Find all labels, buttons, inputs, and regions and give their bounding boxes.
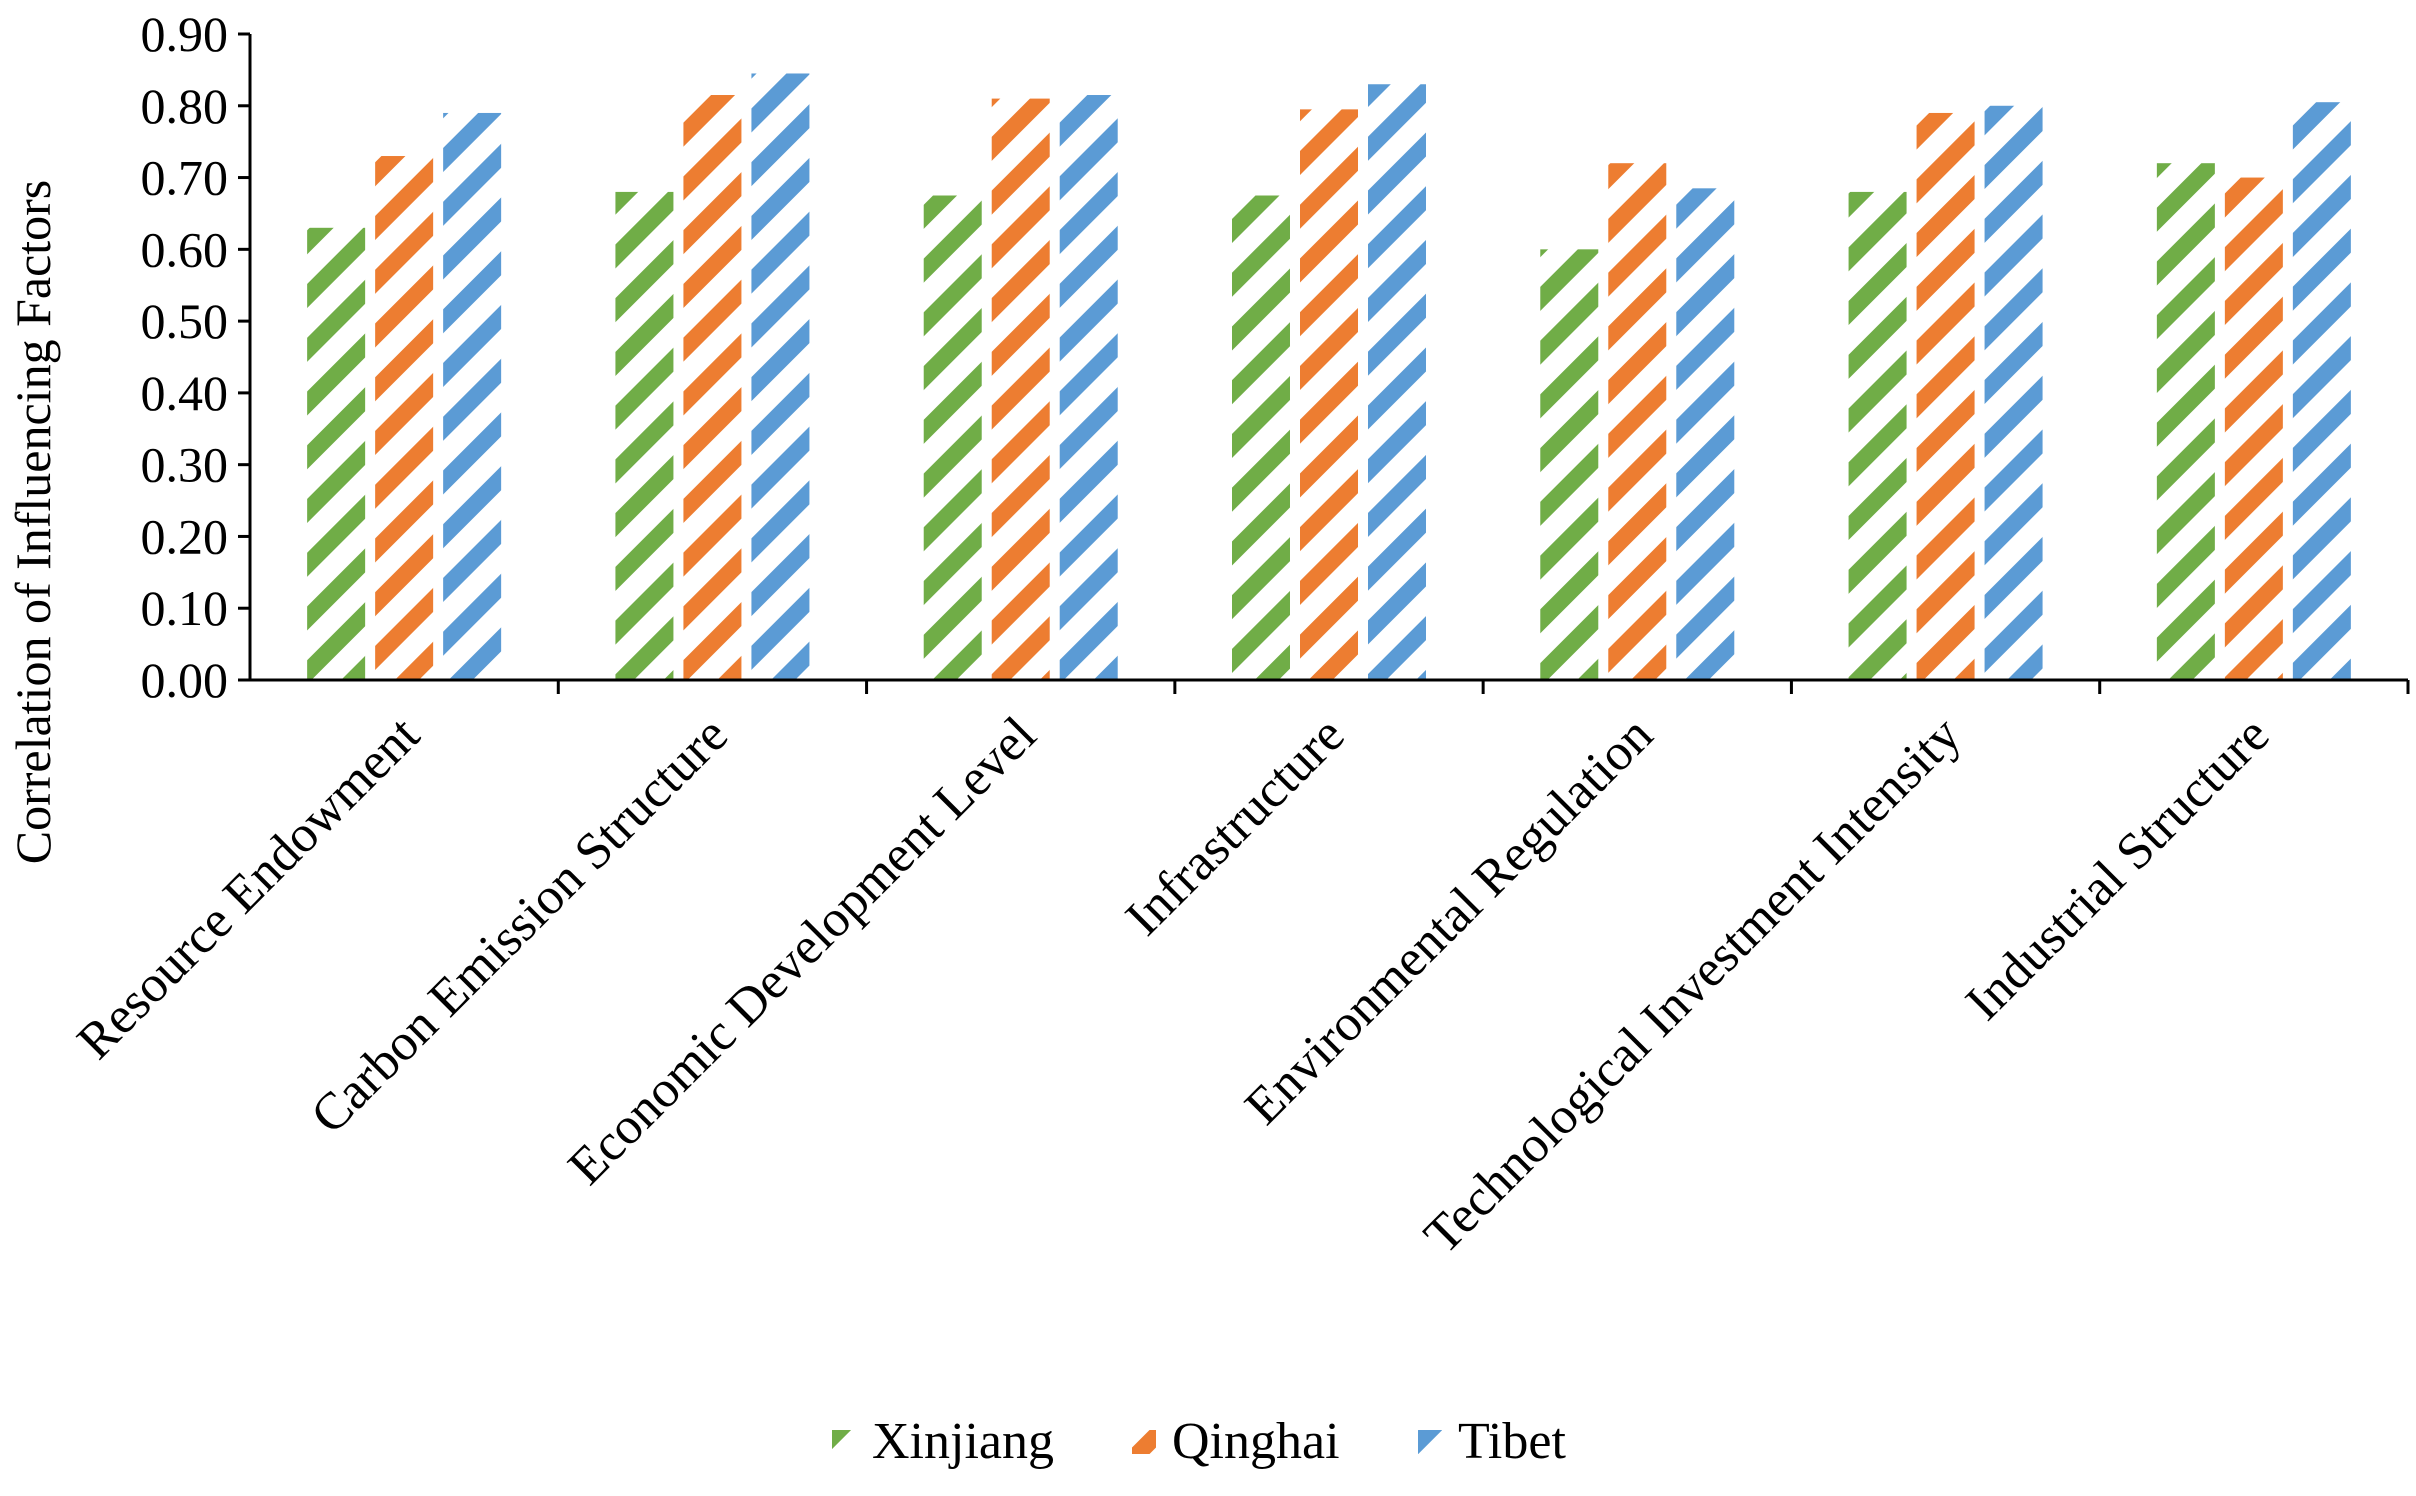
legend-item-tibet: Tibet bbox=[1418, 1413, 1566, 1470]
legend-item-qinghai: Qinghai bbox=[1132, 1413, 1340, 1470]
bar-xinjiang-4 bbox=[1232, 195, 1290, 680]
y-tick-label: 0.10 bbox=[141, 580, 229, 636]
y-tick-label: 0.90 bbox=[141, 6, 229, 62]
legend-swatch bbox=[1132, 1430, 1156, 1454]
y-tick-label: 0.40 bbox=[141, 365, 229, 421]
x-tick-label: Industrial Structure bbox=[1955, 706, 2280, 1031]
y-axis-title: Correlation of Influencing Factors bbox=[5, 180, 61, 865]
legend: Xinjiang Qinghai Tibet bbox=[832, 1413, 1566, 1470]
bar-xinjiang-6 bbox=[1848, 191, 1907, 680]
bar-xinjiang-5 bbox=[1540, 249, 1599, 681]
y-tick-label: 0.70 bbox=[141, 150, 229, 206]
legend-swatch bbox=[1418, 1430, 1442, 1454]
axes-layer: 0.00 0.10 0.20 0.30 0.40 0.50 0.60 0.70 0.80 0.90 bbox=[141, 6, 2410, 708]
bar-tibet-5 bbox=[1676, 188, 1735, 681]
bar-tibet-2 bbox=[751, 73, 810, 680]
y-tick-label: 0.30 bbox=[141, 437, 229, 493]
y-tick-label: 0.50 bbox=[141, 293, 229, 349]
bar-qinghai-2 bbox=[683, 95, 742, 680]
x-tick-label: Infrastructure bbox=[1115, 706, 1355, 946]
bar-qinghai-3 bbox=[991, 98, 1050, 681]
bar-xinjiang-3 bbox=[923, 195, 982, 680]
bar-xinjiang-2 bbox=[615, 191, 674, 680]
bar-xinjiang-7 bbox=[2156, 163, 2215, 680]
x-tick-label: Technological Investment Intensity bbox=[1414, 706, 1972, 1264]
bar-tibet-7 bbox=[2292, 102, 2351, 680]
bar-qinghai-1 bbox=[375, 156, 434, 680]
legend-item-xinjiang: Xinjiang bbox=[832, 1413, 1054, 1470]
y-tick-label: 0.00 bbox=[141, 652, 229, 708]
bar-qinghai-4 bbox=[1300, 109, 1358, 680]
legend-label: Qinghai bbox=[1172, 1413, 1340, 1470]
x-tick-label: Resource Endowment bbox=[67, 706, 431, 1070]
bar-qinghai-7 bbox=[2224, 177, 2283, 681]
y-tick-label: 0.80 bbox=[141, 78, 229, 134]
y-tick-label: 0.20 bbox=[141, 508, 229, 564]
bar-qinghai-6 bbox=[1916, 112, 1975, 680]
legend-label: Tibet bbox=[1458, 1413, 1566, 1470]
bar-tibet-6 bbox=[1984, 105, 2043, 681]
legend-label: Xinjiang bbox=[872, 1413, 1054, 1470]
bar-qinghai-5 bbox=[1608, 163, 1667, 680]
legend-swatch bbox=[832, 1430, 856, 1454]
bar-tibet-3 bbox=[1059, 95, 1118, 680]
bars-layer bbox=[307, 73, 2351, 681]
bar-tibet-4 bbox=[1368, 84, 1426, 680]
y-tick-label: 0.60 bbox=[141, 221, 229, 277]
bar-tibet-1 bbox=[443, 112, 502, 680]
bar-xinjiang-1 bbox=[307, 227, 366, 681]
